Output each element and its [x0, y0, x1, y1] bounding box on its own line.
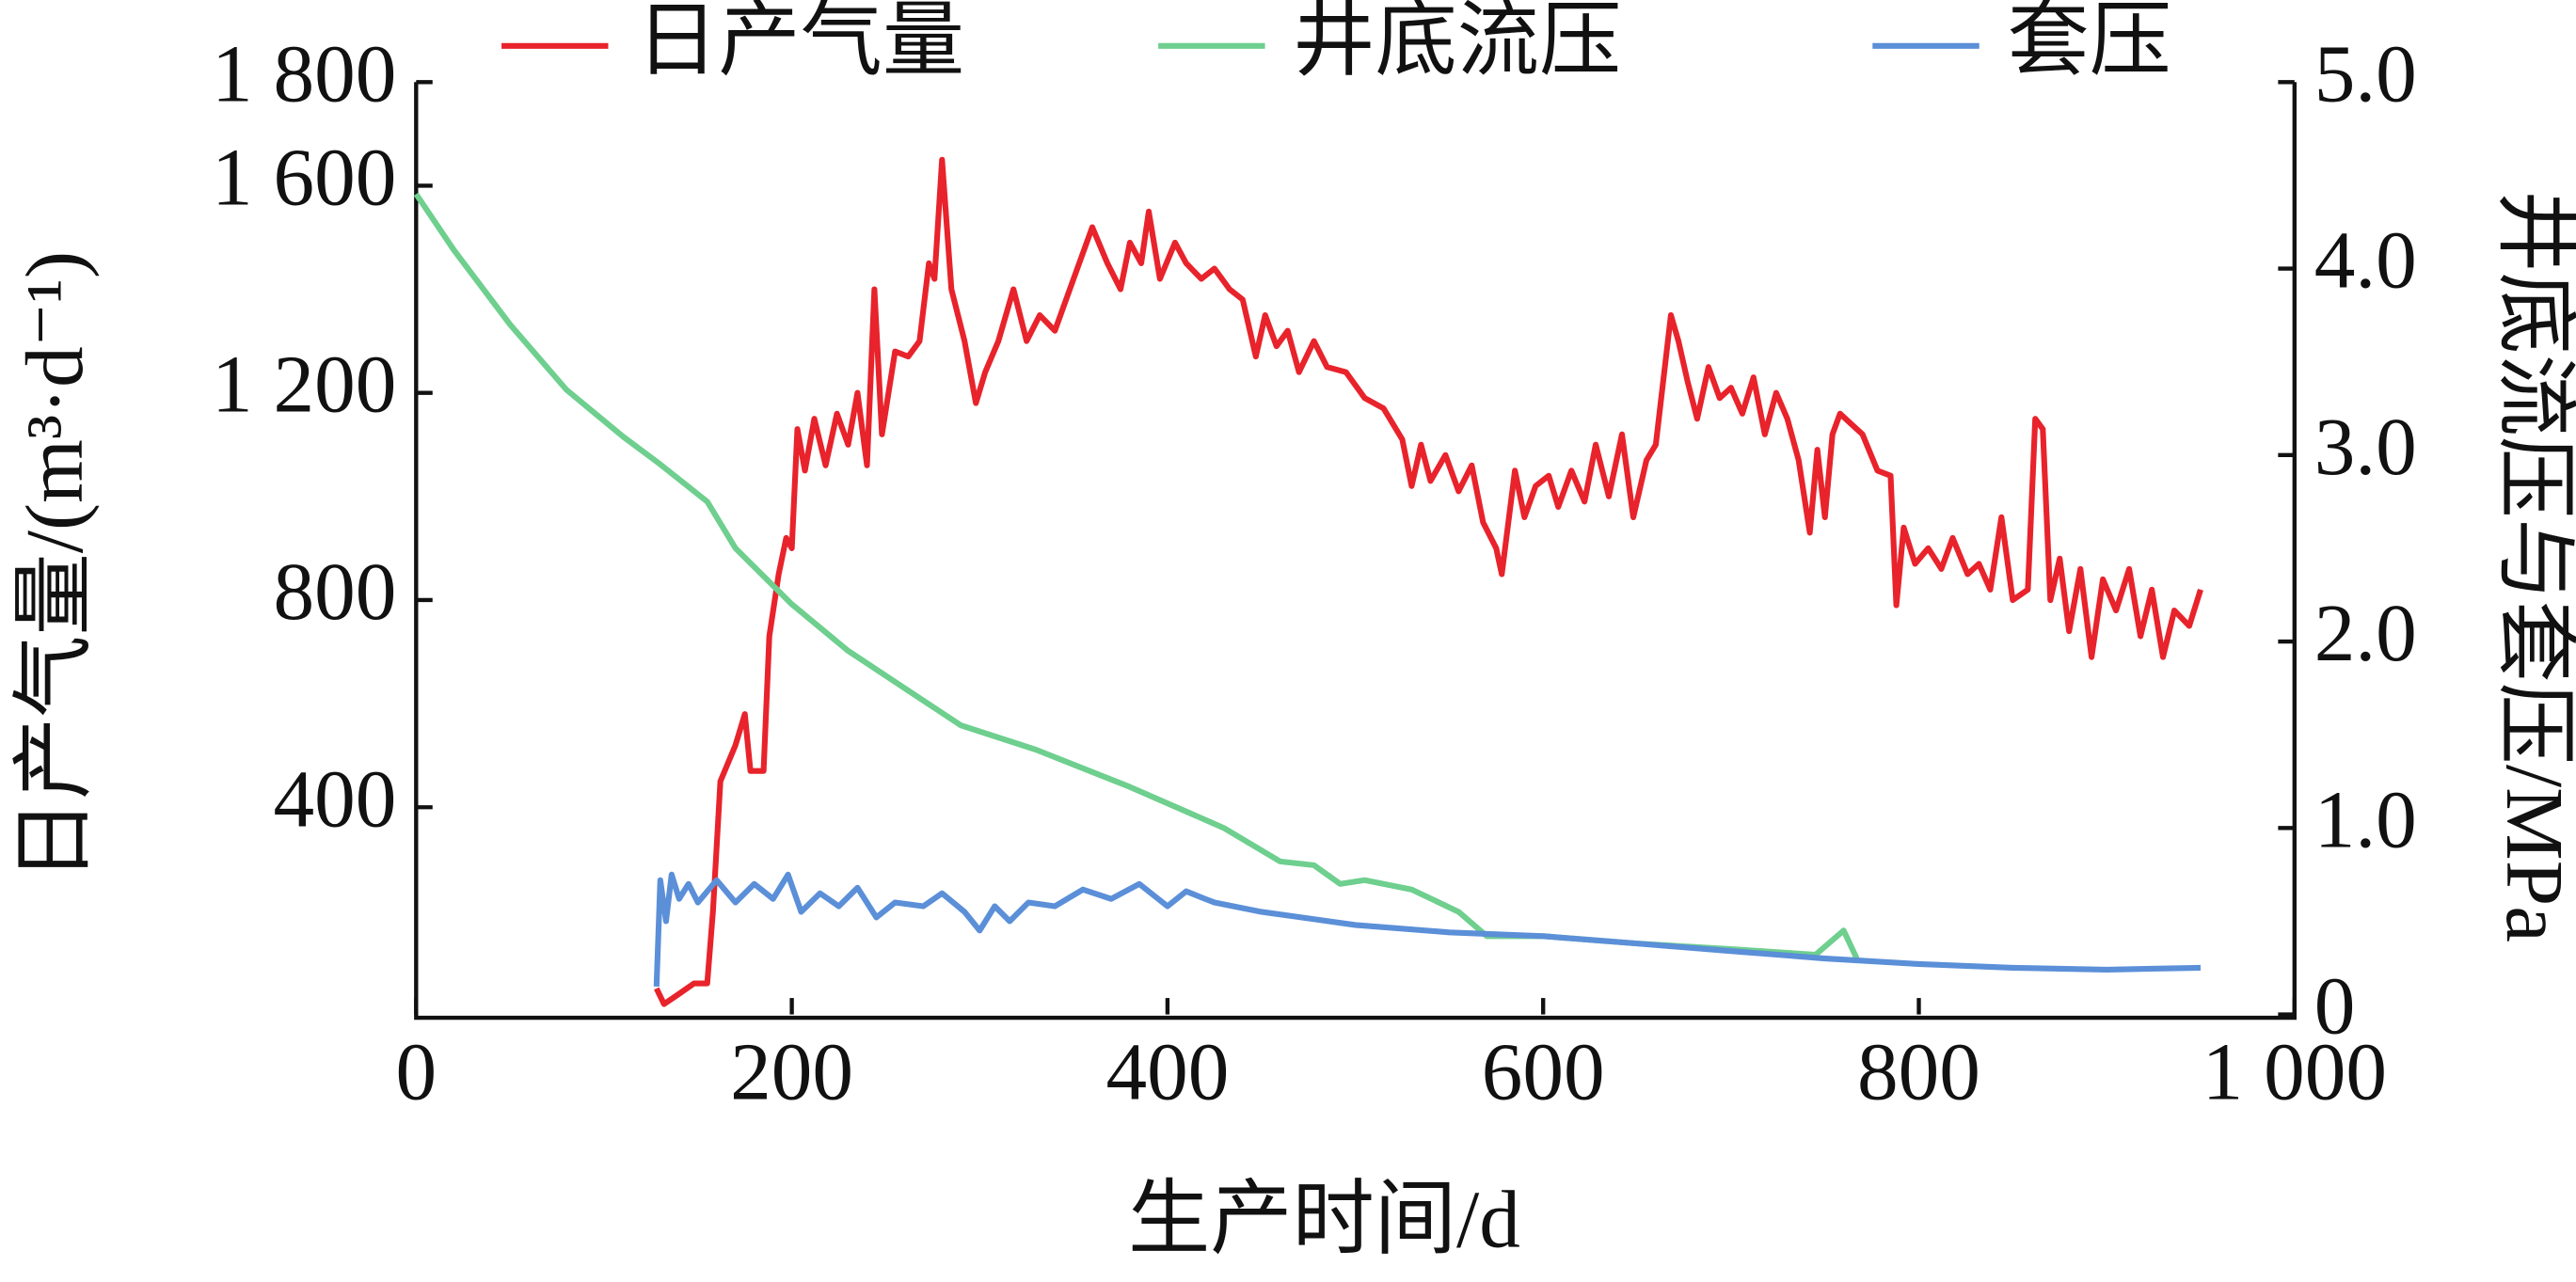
x-tick-label: 600	[1482, 1025, 1605, 1116]
y-tick-label: 1 800	[212, 27, 396, 119]
y2-tick-label: 1.0	[2314, 773, 2417, 864]
x-axis-title: 生产时间/d	[1128, 1173, 1520, 1264]
series-line	[653, 871, 2202, 987]
axis-frame	[414, 82, 2297, 1021]
y2-tick-label: 3.0	[2314, 401, 2417, 492]
x-tick-label: 400	[1105, 1025, 1229, 1116]
y2-tick-label: 2.0	[2314, 587, 2417, 678]
y2-tick-label: 5.0	[2314, 27, 2417, 119]
legend-label: 日产气量	[636, 0, 964, 86]
series-line	[654, 156, 2203, 1007]
legend-label: 套压	[2007, 0, 2171, 86]
x-tick-label: 0	[395, 1025, 437, 1116]
y-axis-title: 日产气量/(m³·d⁻¹)	[8, 251, 100, 881]
legend-label: 井底流压	[1293, 0, 1621, 86]
y-tick-label: 1 200	[212, 339, 396, 430]
y2-tick-label: 4.0	[2314, 214, 2417, 306]
x-tick-label: 1 000	[2202, 1025, 2387, 1116]
y2-axis-title: 井底流压与套压/MPa	[2489, 190, 2576, 942]
x-tick-label: 800	[1857, 1025, 1980, 1116]
x-tick-label: 200	[730, 1025, 853, 1116]
y-tick-label: 800	[273, 546, 396, 637]
y-tick-label: 400	[273, 752, 396, 844]
y-tick-label: 1 600	[212, 131, 396, 222]
series-line	[413, 192, 1860, 960]
y2-tick-label: 0	[2314, 960, 2356, 1052]
